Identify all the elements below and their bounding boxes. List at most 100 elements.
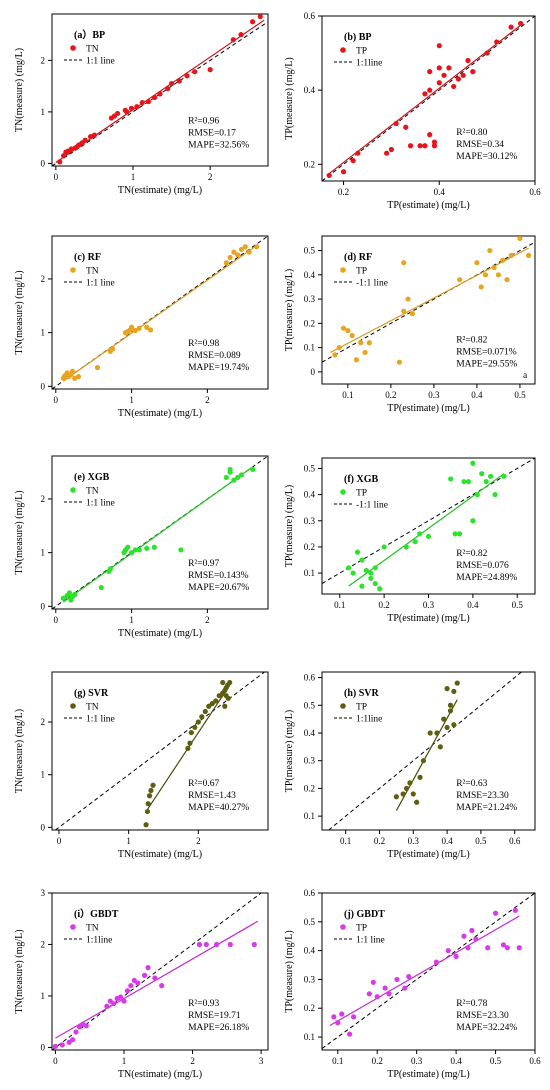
- y-axis-label: TN(measure) (mg/L): [14, 490, 25, 574]
- y-axis-label: TP(measure) (mg/L): [284, 710, 295, 792]
- data-point: [431, 143, 438, 149]
- data-point: [135, 980, 141, 986]
- y-axis-label: TP(measure) (mg/L): [284, 57, 295, 139]
- legend-label: TP: [356, 703, 367, 713]
- data-point: [445, 948, 451, 954]
- data-point: [139, 100, 145, 106]
- y-tick-label: 1: [41, 548, 46, 558]
- y-axis-label: TP(measure) (mg/L): [284, 930, 295, 1012]
- data-point: [132, 327, 138, 334]
- stat-text: RMSE=1.43: [188, 791, 236, 801]
- legend-label: TP: [356, 924, 367, 934]
- legend-label: 1:1 line: [86, 279, 115, 289]
- data-point: [144, 545, 150, 551]
- data-point: [456, 531, 463, 537]
- data-point: [207, 67, 213, 73]
- data-point: [165, 86, 171, 92]
- x-tick-label: 0.4: [467, 600, 479, 610]
- panel-a: 0 1 2 0 1 2 TN(estimate) (mg/L) TN(measure) (mg…: [14, 13, 269, 196]
- data-point: [107, 566, 113, 572]
- data-point: [57, 159, 63, 165]
- panel-j: 0.1 0.2 0.3 0.4 0.5 0.6 0.1 0.2 0.3 0.4 0.5 0.6 TP(e…: [284, 888, 541, 1080]
- data-point: [66, 590, 73, 596]
- legend-label: TP: [356, 47, 367, 57]
- data-point: [474, 260, 480, 266]
- data-point: [350, 158, 356, 164]
- data-point: [447, 708, 454, 714]
- identity-line: [322, 458, 535, 584]
- data-point: [335, 1020, 341, 1026]
- legend-marker: [340, 267, 346, 273]
- data-point: [405, 296, 411, 302]
- data-point: [227, 941, 233, 948]
- data-point: [114, 110, 121, 117]
- x-tick-label: 0.5: [490, 1056, 502, 1066]
- panel-d: 0.1 0.2 0.3 0.4 0.5 0 0.1 0.2 0.3 0.4 0.5 TP(estima…: [284, 235, 536, 414]
- data-point: [347, 1031, 353, 1037]
- data-point: [461, 478, 467, 485]
- data-point: [478, 284, 484, 290]
- y-tick-label: 0.2: [304, 1003, 315, 1013]
- data-point: [254, 244, 260, 250]
- data-point: [427, 69, 433, 75]
- y-tick-label: 0.3: [304, 974, 316, 984]
- data-point: [444, 724, 450, 731]
- data-point: [187, 740, 193, 746]
- x-tick-label: 0.6: [509, 836, 521, 846]
- data-point: [412, 539, 418, 545]
- data-point: [143, 822, 149, 828]
- y-tick-label: 0: [41, 1042, 46, 1052]
- x-tick-label: 0.5: [475, 836, 487, 846]
- data-point: [372, 565, 378, 571]
- data-point: [402, 985, 408, 991]
- data-point: [525, 252, 532, 259]
- data-point: [52, 1043, 59, 1049]
- data-point: [500, 257, 506, 263]
- data-point: [518, 20, 524, 27]
- data-point: [250, 466, 256, 473]
- data-point: [394, 976, 400, 983]
- stat-text: R²=0.96: [188, 116, 219, 126]
- data-point: [231, 477, 237, 483]
- data-point: [176, 78, 182, 84]
- data-point: [381, 544, 387, 550]
- data-point: [94, 364, 101, 371]
- data-point: [111, 1001, 117, 1007]
- data-point: [407, 143, 414, 149]
- data-point: [124, 109, 130, 115]
- fit-line: [63, 245, 257, 382]
- data-point: [454, 680, 460, 686]
- y-axis-label: TN(measure) (mg/L): [14, 270, 25, 354]
- data-point: [125, 544, 131, 550]
- x-tick-label: 0.5: [514, 390, 526, 400]
- data-point: [436, 43, 442, 49]
- data-point: [151, 544, 157, 550]
- legend-label: TP: [356, 267, 367, 277]
- data-point: [451, 722, 457, 728]
- data-point: [363, 567, 369, 574]
- data-point: [159, 983, 165, 989]
- legend-marker: [340, 924, 346, 930]
- x-axis-label: TP(estimate) (mg/L): [387, 200, 469, 211]
- y-tick-label: 1: [41, 991, 46, 1001]
- x-tick-label: 0.6: [529, 187, 541, 197]
- data-point: [124, 988, 131, 994]
- x-axis-label: TN(estimate) (mg/L): [118, 185, 202, 196]
- stat-text: RMSE=19.71: [188, 1011, 241, 1021]
- stat-text: R²=0.93: [188, 999, 219, 1009]
- data-point: [482, 272, 489, 278]
- y-tick-label: 0.2: [304, 783, 315, 793]
- stat-text: R²=0.78: [456, 999, 487, 1009]
- data-point: [353, 357, 360, 363]
- data-point: [178, 547, 184, 553]
- x-axis-label: TN(estimate) (mg/L): [118, 1069, 202, 1080]
- plot-frame: [51, 235, 269, 390]
- plot-frame: [51, 13, 269, 167]
- x-tick-label: 0.4: [441, 836, 453, 846]
- data-point: [470, 460, 476, 466]
- stat-text: MAPE=26.18%: [188, 1023, 249, 1033]
- data-point: [492, 492, 498, 498]
- x-axis-label: TN(estimate) (mg/L): [118, 628, 202, 639]
- y-tick-label: 0.3: [304, 516, 316, 526]
- y-tick-label: 0: [41, 822, 46, 832]
